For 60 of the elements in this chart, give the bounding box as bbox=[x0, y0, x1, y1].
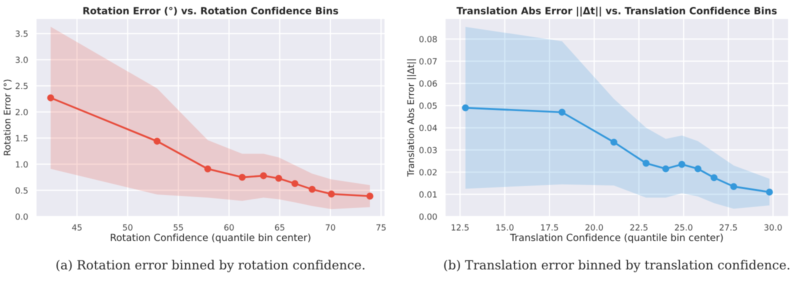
point bbox=[275, 174, 282, 182]
point bbox=[238, 174, 246, 181]
x-tick-label: 22.5 bbox=[630, 224, 648, 231]
point bbox=[154, 138, 161, 145]
x-axis-title: Rotation Confidence (quantile bin center) bbox=[110, 234, 310, 243]
y-axis-title: Rotation Error (°) bbox=[4, 80, 12, 156]
x-tick-label: 75 bbox=[376, 224, 386, 231]
x-tick-label: 30.0 bbox=[764, 224, 782, 231]
point bbox=[730, 183, 738, 190]
y-tick-label: 3.5 bbox=[16, 30, 28, 37]
y-tick-label: 0.07 bbox=[419, 58, 437, 64]
point bbox=[610, 138, 618, 146]
point bbox=[694, 165, 702, 172]
x-tick-label: 15.0 bbox=[496, 224, 514, 231]
chart-title: Rotation Error (°) vs. Rotation Confidence Bins bbox=[83, 6, 338, 16]
point bbox=[366, 192, 374, 200]
y-tick-label: 2.5 bbox=[16, 82, 28, 90]
y-tick-label: 0.05 bbox=[419, 102, 437, 109]
text: (b) Translation error binned by translation confidence. bbox=[444, 260, 790, 272]
x-tick-label: 27.5 bbox=[720, 224, 737, 231]
point bbox=[47, 94, 54, 102]
x-tick-label: 70 bbox=[326, 224, 336, 231]
point bbox=[558, 108, 566, 116]
point bbox=[710, 174, 718, 182]
point bbox=[204, 165, 212, 172]
y-tick-label: 2.0 bbox=[16, 108, 28, 116]
x-tick-label: 20.0 bbox=[586, 224, 603, 231]
y-tick-label: 0.01 bbox=[419, 191, 437, 198]
x-tick-label: 17.5 bbox=[541, 224, 558, 231]
x-axis-title: Translation Confidence (quantile bin center) bbox=[510, 234, 723, 243]
y-tick-label: 0.06 bbox=[419, 80, 437, 87]
text: (a) Rotation error binned by rotation confidence. bbox=[56, 260, 364, 272]
point bbox=[260, 172, 267, 180]
y-tick-label: 0.08 bbox=[419, 36, 437, 42]
x-tick-label: 25.0 bbox=[674, 224, 692, 231]
y-tick-label: 0.02 bbox=[419, 169, 437, 176]
x-tick-label: 12.5 bbox=[452, 224, 469, 231]
point bbox=[678, 160, 686, 168]
x-tick-label: 65 bbox=[274, 224, 284, 231]
y-axis-title: Translation Abs Error ||Δt|| bbox=[407, 59, 416, 177]
x-tick-label: 60 bbox=[224, 224, 234, 231]
y-tick-label: 3.0 bbox=[16, 56, 28, 63]
point bbox=[462, 104, 469, 112]
point bbox=[766, 188, 773, 196]
x-tick-label: 45 bbox=[72, 224, 82, 231]
x-tick-label: 55 bbox=[174, 224, 183, 231]
y-tick-label: 0.03 bbox=[419, 146, 437, 154]
chart-title: Translation Abs Error ||Δt|| vs. Translation Confidence Bins bbox=[456, 6, 777, 17]
x-tick-label: 50 bbox=[123, 224, 132, 231]
y-tick-label: 0.0 bbox=[16, 213, 28, 220]
y-tick-label: 1.5 bbox=[16, 135, 28, 142]
point bbox=[291, 180, 298, 188]
y-tick-label: 0.5 bbox=[16, 187, 28, 194]
y-tick-label: 1.0 bbox=[16, 161, 28, 168]
point bbox=[328, 190, 335, 198]
point bbox=[662, 165, 670, 172]
point bbox=[642, 160, 650, 167]
y-tick-label: 0.04 bbox=[419, 124, 437, 132]
point bbox=[308, 186, 316, 193]
y-tick-label: 0.00 bbox=[419, 213, 437, 220]
